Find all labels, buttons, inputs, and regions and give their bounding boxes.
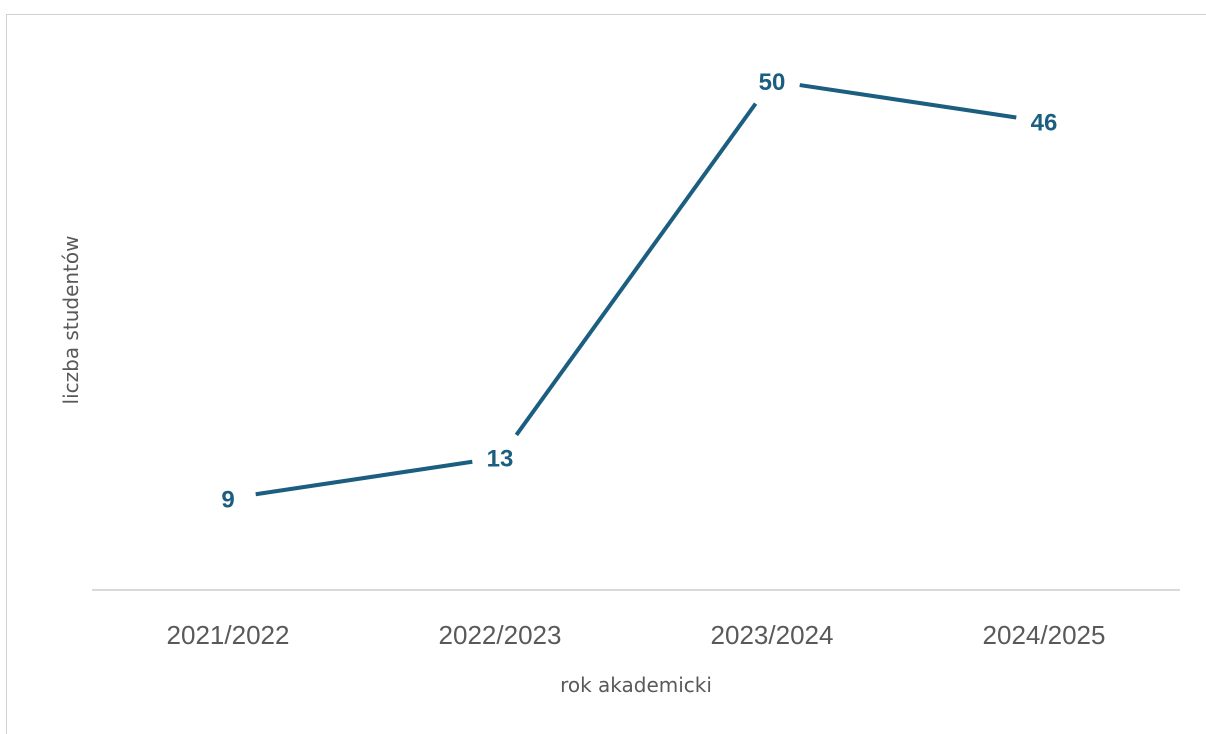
- series-line-segment: [799, 83, 1017, 120]
- series-layer: [255, 83, 1017, 497]
- chart-frame: [6, 14, 1206, 734]
- x-tick-label: 2021/2022: [167, 620, 290, 650]
- data-label: 13: [487, 446, 514, 473]
- x-tick-label: 2023/2024: [711, 620, 834, 650]
- data-label: 46: [1031, 110, 1058, 137]
- x-tick-labels: 2021/2022 2022/2023 2023/2024 2024/2025: [167, 620, 1106, 650]
- x-tick-label: 2022/2023: [439, 620, 562, 650]
- series-line-segment: [514, 102, 758, 437]
- x-axis-title: rok akademicki: [560, 673, 712, 697]
- data-labels: 9 13 50 46: [221, 69, 1057, 513]
- data-label: 50: [759, 69, 786, 96]
- x-tick-label: 2024/2025: [983, 620, 1106, 650]
- series-line-segment: [255, 459, 473, 497]
- y-axis-title: liczba studentów: [59, 236, 83, 405]
- data-label: 9: [221, 486, 234, 513]
